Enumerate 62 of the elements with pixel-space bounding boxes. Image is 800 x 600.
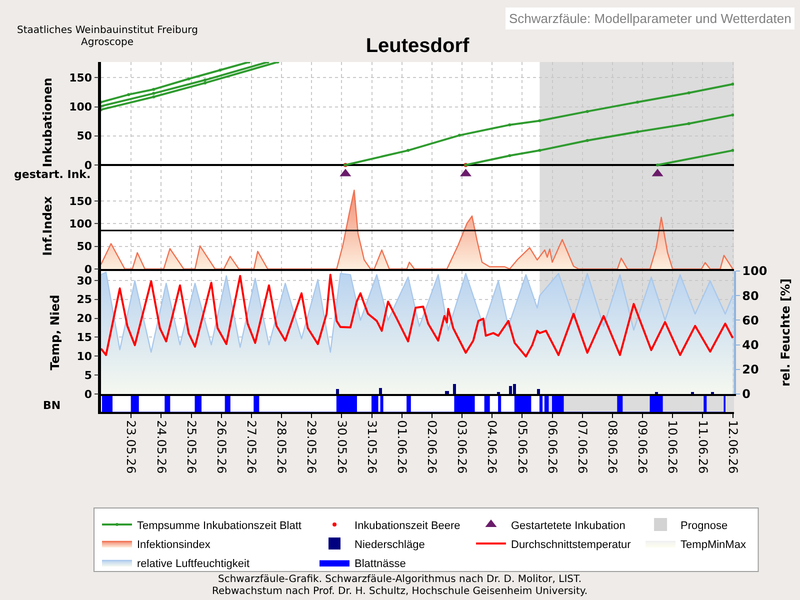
y-tick-label: 0 (84, 262, 92, 276)
legend-label: Prognose (680, 520, 728, 532)
x-tick-label: 26.05.26 (214, 420, 228, 474)
y-tick-label: 150 (69, 194, 92, 208)
y-tick-label: 50 (76, 240, 92, 254)
text: Agroscope (81, 37, 134, 48)
y-axis-title: Inf.Index (40, 196, 54, 256)
y-tick-label: 30 (76, 274, 92, 288)
y-tick-label: 15 (76, 331, 92, 344)
y-axis-title: Inkubationen (40, 78, 54, 168)
x-tick-label: 06.06.26 (545, 420, 560, 474)
y2-axis-title: rel. Feuchte [%] (778, 278, 793, 386)
chart-title: Leutesdorf (366, 35, 470, 57)
y2-tick-label: 80 (742, 288, 759, 303)
y-tick-label: 100 (69, 218, 92, 231)
x-tick-label: 01.06.26 (394, 420, 409, 474)
y-axis-title: BN (43, 399, 61, 412)
y2-tick-label: 60 (742, 313, 759, 328)
text: Staatliches Weinbauinstitut Freiburg (17, 25, 198, 36)
legend-label: Gestartetete Inkubation (511, 520, 626, 532)
x-tick-label: 28.05.26 (274, 420, 289, 474)
x-tick-label: 25.05.26 (184, 420, 198, 474)
y2-tick-label: 40 (742, 338, 759, 352)
y-tick-label: 10 (76, 350, 92, 363)
text: Rebwachstum nach Prof. Dr. H. Schultz, Hochschule Geisenheim University. (212, 586, 588, 597)
legend-label: Tempsumme Inkubationszeit Blatt (137, 520, 302, 532)
x-tick-label: 24.05.26 (154, 420, 168, 474)
y-tick-label: 25 (76, 293, 92, 306)
x-tick-label: 07.06.26 (575, 420, 590, 474)
x-tick-label: 31.05.26 (364, 420, 379, 474)
x-tick-label: 30.05.26 (334, 420, 349, 474)
y-axis-title: Temp, Nied (48, 294, 62, 370)
text: Schwarzfäule-Grafik. Schwarzfäule-Algorithmus nach Dr. D. Molitor, LIST. (218, 574, 582, 585)
x-tick-label: 09.06.26 (636, 420, 650, 474)
legend-label: Durchschnittstemperatur (511, 538, 632, 551)
x-tick-label: 02.06.26 (425, 420, 440, 474)
x-tick-label: 29.05.26 (304, 420, 319, 474)
legend-label: Inkubationszeit Beere (354, 520, 460, 532)
y-tick-label: 0 (84, 388, 92, 401)
y2-tick-label: 0 (742, 387, 751, 402)
x-tick-label: 27.05.26 (244, 420, 259, 474)
x-tick-label: 11.06.26 (696, 420, 710, 474)
legend-label: relative Luftfeuchtigkeit (137, 558, 250, 570)
y-tick-label: 5 (84, 368, 92, 382)
y-tick-label: 50 (76, 130, 92, 143)
x-tick-label: 10.06.26 (666, 420, 680, 474)
legend-label: TempMinMax (680, 538, 746, 551)
legend-label: Niederschläge (354, 538, 425, 551)
x-tick-label: 23.05.26 (124, 420, 138, 474)
x-tick-label: 03.06.26 (455, 420, 470, 474)
x-tick-label: 05.06.26 (515, 420, 530, 474)
y-tick-label: 100 (69, 100, 92, 114)
legend-label: Blattnässe (354, 558, 406, 570)
y2-tick-label: 100 (742, 264, 768, 278)
x-tick-label: 04.06.26 (485, 420, 500, 474)
y2-tick-label: 20 (742, 362, 759, 377)
legend-label: Infektionsindex (137, 538, 211, 551)
y-tick-label: 20 (76, 312, 92, 326)
x-tick-label: 08.06.26 (606, 420, 620, 474)
chart-subtitle: Schwarzfäule: Modellparameter und Wetterdaten (509, 11, 792, 26)
x-tick-label: 12.06.26 (726, 420, 740, 474)
y-tick-label: 150 (69, 72, 92, 85)
